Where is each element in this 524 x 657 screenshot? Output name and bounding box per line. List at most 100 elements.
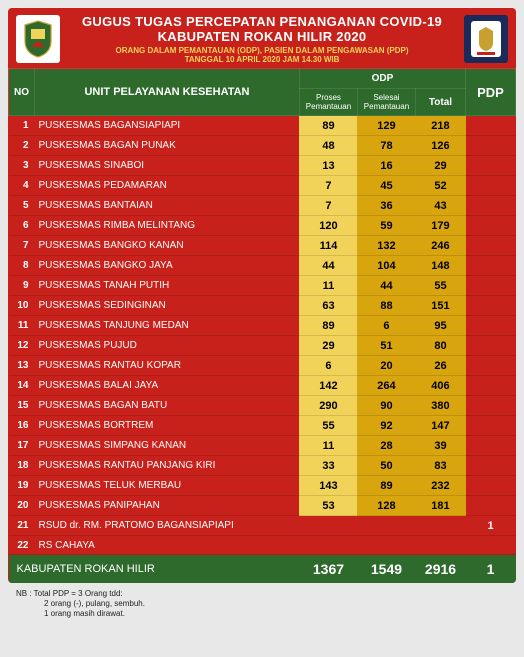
cell-idx: 17 [9,436,35,456]
table-row: 8PUSKESMAS BANGKO JAYA44104148 [9,256,516,276]
cell-selesai: 51 [357,336,415,356]
table-row: 13PUSKESMAS RANTAU KOPAR62026 [9,356,516,376]
table-row: 9PUSKESMAS TANAH PUTIH114455 [9,276,516,296]
title-line2: KABUPATEN ROKAN HILIR 2020 [66,29,458,44]
table-row: 21RSUD dr. RM. PRATOMO BAGANSIAPIAPI1 [9,516,516,536]
cell-total: 26 [415,356,465,376]
nb-line3: 1 orang masih dirawat. [16,609,508,619]
cell-pdp [466,496,516,516]
cell-idx: 18 [9,456,35,476]
table-row: 2PUSKESMAS BAGAN PUNAK4878126 [9,136,516,156]
cell-proses: 53 [299,496,357,516]
cell-pdp [466,356,516,376]
subtitle: ORANG DALAM PEMANTAUAN (ODP), PASIEN DAL… [66,46,458,55]
cell-idx: 1 [9,116,35,136]
cell-pdp: 1 [466,516,516,536]
cell-name: PUSKESMAS PEDAMARAN [35,176,300,196]
cell-total: 29 [415,156,465,176]
cell-name: PUSKESMAS BAGAN BATU [35,396,300,416]
cell-selesai: 128 [357,496,415,516]
cell-proses: 114 [299,236,357,256]
footer-t: 2916 [415,555,465,584]
col-odp-proses: Proses Pemantauan [299,89,357,116]
cell-selesai: 89 [357,476,415,496]
cell-total: 181 [415,496,465,516]
table-row: 4PUSKESMAS PEDAMARAN74552 [9,176,516,196]
cell-idx: 20 [9,496,35,516]
cell-total: 126 [415,136,465,156]
cell-proses: 13 [299,156,357,176]
cell-name: PUSKESMAS SIMPANG KANAN [35,436,300,456]
cell-selesai: 28 [357,436,415,456]
cell-idx: 14 [9,376,35,396]
cell-proses: 6 [299,356,357,376]
cell-name: PUSKESMAS TELUK MERBAU [35,476,300,496]
cell-idx: 19 [9,476,35,496]
cell-total: 147 [415,416,465,436]
cell-idx: 12 [9,336,35,356]
table-row: 18PUSKESMAS RANTAU PANJANG KIRI335083 [9,456,516,476]
cell-selesai: 44 [357,276,415,296]
cell-proses: 290 [299,396,357,416]
cell-name: PUSKESMAS BAGANSIAPIAPI [35,116,300,136]
cell-total: 380 [415,396,465,416]
report-container: GUGUS TUGAS PERCEPATAN PENANGANAN COVID-… [8,8,516,583]
cell-selesai: 92 [357,416,415,436]
cell-idx: 2 [9,136,35,156]
cell-proses [299,536,357,555]
cell-name: PUSKESMAS PANIPAHAN [35,496,300,516]
cell-selesai: 6 [357,316,415,336]
cell-selesai: 104 [357,256,415,276]
cell-name: PUSKESMAS SEDINGINAN [35,296,300,316]
cell-pdp [466,416,516,436]
cell-selesai: 264 [357,376,415,396]
cell-total: 43 [415,196,465,216]
cell-pdp [466,276,516,296]
cell-idx: 11 [9,316,35,336]
cell-proses: 11 [299,436,357,456]
cell-proses: 29 [299,336,357,356]
cell-name: PUSKESMAS BANTAIAN [35,196,300,216]
cell-proses: 48 [299,136,357,156]
cell-total: 246 [415,236,465,256]
cell-idx: 7 [9,236,35,256]
footnote: NB : Total PDP = 3 Orang tdd: 2 orang (-… [8,587,516,625]
cell-pdp [466,116,516,136]
table-row: 1PUSKESMAS BAGANSIAPIAPI89129218 [9,116,516,136]
cell-pdp [466,476,516,496]
table-head: NO UNIT PELAYANAN KESEHATAN ODP PDP Pros… [9,69,516,116]
table-row: 20PUSKESMAS PANIPAHAN53128181 [9,496,516,516]
table-row: 12PUSKESMAS PUJUD295180 [9,336,516,356]
col-odp-total: Total [415,89,465,116]
cell-name: RSUD dr. RM. PRATOMO BAGANSIAPIAPI [35,516,300,536]
cell-idx: 10 [9,296,35,316]
table-row: 10PUSKESMAS SEDINGINAN6388151 [9,296,516,316]
cell-idx: 9 [9,276,35,296]
cell-proses: 7 [299,176,357,196]
cell-pdp [466,436,516,456]
cell-pdp [466,156,516,176]
cell-pdp [466,136,516,156]
cell-total: 80 [415,336,465,356]
cell-idx: 15 [9,396,35,416]
table-row: 22RS CAHAYA [9,536,516,555]
cell-total [415,516,465,536]
col-pdp: PDP [466,69,516,116]
nb-line1: NB : Total PDP = 3 Orang tdd: [16,589,508,599]
cell-pdp [466,536,516,555]
cell-total: 151 [415,296,465,316]
table-row: 5PUSKESMAS BANTAIAN73643 [9,196,516,216]
table-body: 1PUSKESMAS BAGANSIAPIAPI891292182PUSKESM… [9,116,516,555]
cell-pdp [466,196,516,216]
col-odp-selesai: Selesai Pemantauan [357,89,415,116]
table-row: 19PUSKESMAS TELUK MERBAU14389232 [9,476,516,496]
table-row: 15PUSKESMAS BAGAN BATU29090380 [9,396,516,416]
cell-pdp [466,396,516,416]
footer-p: 1367 [299,555,357,584]
cell-pdp [466,176,516,196]
cell-name: PUSKESMAS BALAI JAYA [35,376,300,396]
cell-pdp [466,336,516,356]
title-line1: GUGUS TUGAS PERCEPATAN PENANGANAN COVID-… [66,14,458,29]
cell-selesai: 132 [357,236,415,256]
table-foot: KABUPATEN ROKAN HILIR 1367 1549 2916 1 [9,555,516,584]
